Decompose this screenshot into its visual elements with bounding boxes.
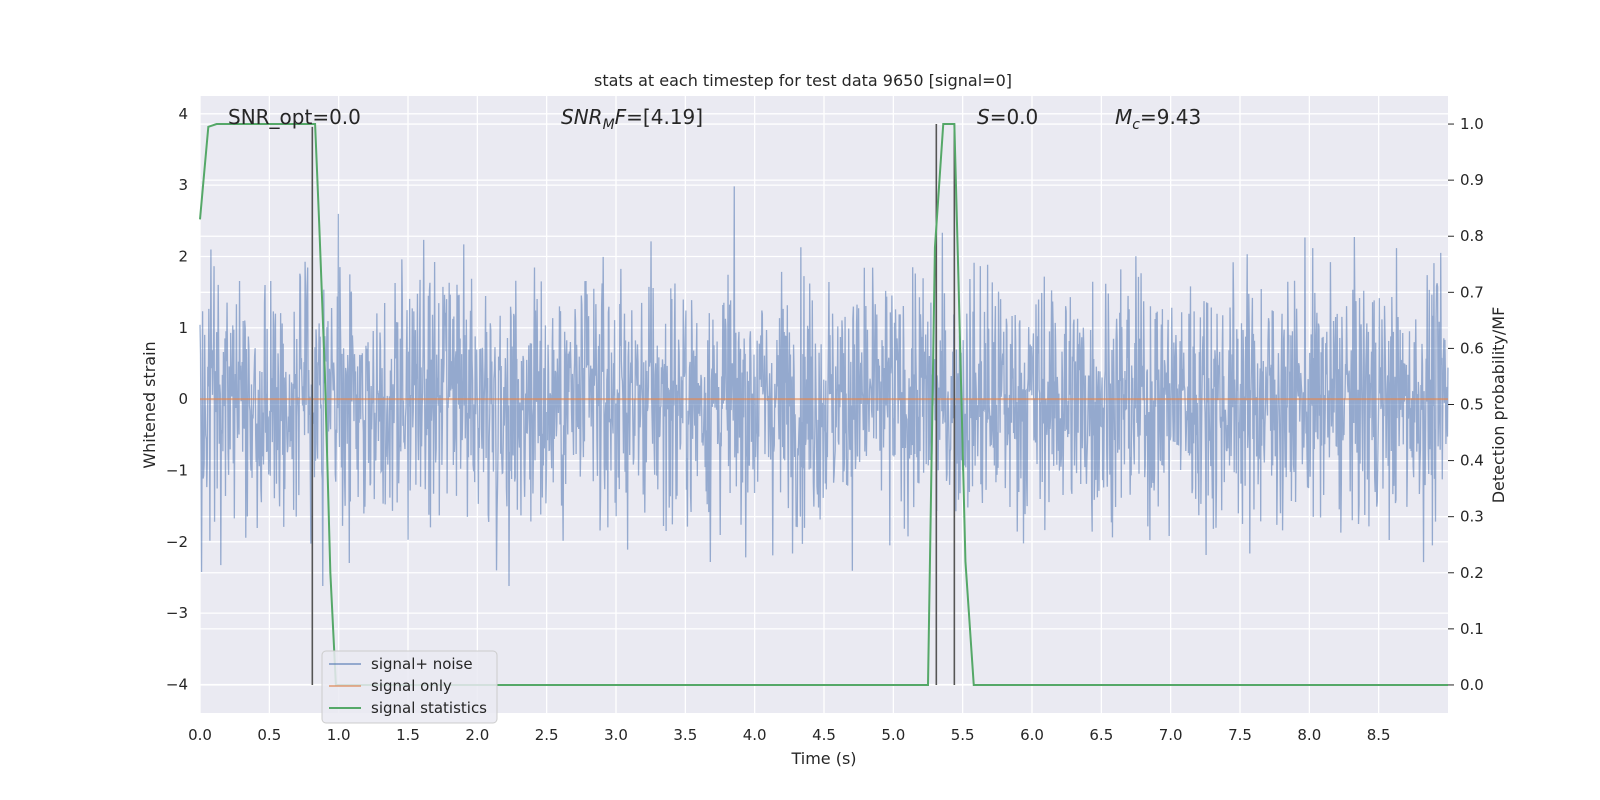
x-tick-label-4: 2.0: [465, 726, 489, 744]
x-axis-ticks: 0.0 0.5 1.0 1.5 2.0 2.5 3.0 3.5 4.0 4.5 5.0 5.5 6.0 6…: [188, 726, 1391, 744]
signal-plus-noise-line: [199, 186, 1449, 587]
x-tick-label-12: 6.0: [1020, 726, 1044, 744]
y-right-tick-label-10: 1.0: [1460, 115, 1484, 133]
x-tick-label-2: 1.0: [327, 726, 351, 744]
y-left-tick-label-1: −3: [166, 604, 188, 622]
y-left-tick-label-7: 3: [178, 176, 188, 194]
y-right-tick-label-1: 0.1: [1460, 620, 1484, 638]
plot-area: [199, 96, 1449, 713]
x-tick-label-14: 7.0: [1159, 726, 1183, 744]
legend: signal+ noise signal only signal statist…: [321, 650, 498, 724]
y-left-tick-label-4: 0: [178, 390, 188, 408]
y-right-tick-label-0: 0.0: [1460, 676, 1484, 694]
x-tick-label-9: 4.5: [812, 726, 836, 744]
y-left-tick-label-2: −2: [166, 533, 188, 551]
x-tick-label-1: 0.5: [257, 726, 281, 744]
x-tick-label-10: 5.0: [881, 726, 905, 744]
legend-label-signal-only: signal only: [371, 677, 452, 695]
y-left-tick-label-0: −4: [166, 675, 188, 693]
annotation-mc-value: Mc=9.43: [1115, 105, 1201, 133]
y-right-tick-label-6: 0.6: [1460, 339, 1484, 357]
y-right-axis-ticks: 0.0 0.1 0.2 0.3 0.4 0.5 0.6 0.7 0.8 0.9 1.0: [1448, 115, 1484, 694]
y-right-tick-label-7: 0.7: [1460, 283, 1484, 301]
legend-label-signal-statistics: signal statistics: [371, 699, 487, 717]
legend-box: [321, 650, 498, 724]
x-tick-label-11: 5.5: [951, 726, 975, 744]
y-right-tick-label-9: 0.9: [1460, 171, 1484, 189]
y-right-tick-label-2: 0.2: [1460, 564, 1484, 582]
y-right-tick-label-4: 0.4: [1460, 452, 1484, 470]
y-left-tick-label-5: 1: [178, 319, 188, 337]
x-tick-label-15: 7.5: [1228, 726, 1252, 744]
annotation-snr-mf: SNRMF=[4.19]: [561, 105, 703, 133]
y-right-tick-label-8: 0.8: [1460, 227, 1484, 245]
y-left-axis-label: Whitened strain: [140, 341, 159, 468]
x-tick-label-13: 6.5: [1089, 726, 1113, 744]
x-tick-label-16: 8.0: [1297, 726, 1321, 744]
x-tick-label-17: 8.5: [1367, 726, 1391, 744]
x-tick-label-0: 0.0: [188, 726, 212, 744]
y-left-axis-ticks: −4 −3 −2 −1 0 1 2 3 4: [166, 105, 188, 694]
series-signal-plus-noise: [199, 186, 1449, 587]
x-tick-label-5: 2.5: [535, 726, 559, 744]
x-tick-label-3: 1.5: [396, 726, 420, 744]
y-left-tick-label-3: −1: [166, 461, 188, 479]
y-right-tick-label-3: 0.3: [1460, 508, 1484, 526]
legend-label-signal-plus-noise: signal+ noise: [371, 655, 473, 673]
annotation-s-value: S=0.0: [977, 105, 1038, 129]
x-tick-label-6: 3.0: [604, 726, 628, 744]
annotation-snr-opt: SNR_opt=0.0: [228, 105, 361, 129]
x-tick-label-7: 3.5: [673, 726, 697, 744]
x-axis-label: Time (s): [790, 749, 856, 768]
y-right-axis-label: Detection probability/MF: [1489, 307, 1508, 504]
y-right-tick-label-5: 0.5: [1460, 396, 1484, 414]
chart-title: stats at each timestep for test data 965…: [594, 71, 1012, 90]
y-left-tick-label-8: 4: [178, 105, 188, 123]
y-left-tick-label-6: 2: [178, 247, 188, 265]
x-tick-label-8: 4.0: [743, 726, 767, 744]
